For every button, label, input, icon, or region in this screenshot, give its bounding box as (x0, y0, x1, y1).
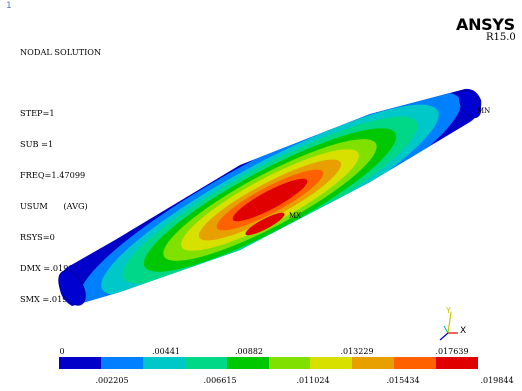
legend-swatch-4 (184, 357, 227, 369)
info-line-step: STEP=1 (20, 108, 55, 119)
legend-label-6: .013229 (340, 347, 374, 356)
legend-swatch-3 (142, 357, 185, 369)
window-number: 1 (6, 1, 12, 11)
contour-legend (59, 357, 479, 369)
legend-label-8: .017639 (435, 347, 469, 356)
min-marker: MN (477, 107, 491, 115)
legend-swatch-6 (268, 357, 311, 369)
legend-label-0: 0 (59, 347, 65, 356)
triad-x-label: X (460, 326, 467, 336)
legend-swatch-8 (352, 357, 395, 369)
legend-label-1: .002205 (95, 376, 129, 385)
legend-swatch-10 (436, 357, 479, 369)
deformed-shaft-model (58, 88, 482, 306)
legend-swatch-7 (310, 357, 353, 369)
legend-label-7: .015434 (386, 376, 420, 385)
ansys-version: R15.0 (486, 32, 516, 43)
info-line-freq: FREQ=1.47099 (20, 170, 86, 181)
info-line-dmx: DMX =.019844 (20, 262, 85, 273)
info-line-smx: SMX =.019844 (20, 293, 84, 304)
legend-label-5: .011024 (296, 376, 330, 385)
coordinate-triad (439, 311, 458, 341)
legend-swatch-9 (394, 357, 437, 369)
legend-label-9: .019844 (480, 376, 514, 385)
info-line-title: NODAL SOLUTION (20, 46, 102, 57)
legend-label-4: .00882 (235, 347, 263, 356)
info-line-rsys: RSYS=0 (20, 231, 55, 242)
ansys-logo: ANSYS (456, 15, 515, 34)
max-marker: MX (289, 212, 302, 220)
legend-swatch-1 (59, 357, 101, 369)
legend-swatch-5 (226, 357, 269, 369)
legend-label-3: .006615 (203, 376, 237, 385)
legend-label-2: .00441 (152, 347, 180, 356)
info-line-sub: SUB =1 (20, 139, 54, 150)
triad-y-label: Y (446, 306, 451, 315)
solution-info-block: NODAL SOLUTION STEP=1 SUB =1 FREQ=1.4709… (20, 26, 101, 314)
info-line-usum: USUM (AVG) (20, 201, 88, 212)
legend-swatch-2 (100, 357, 143, 369)
